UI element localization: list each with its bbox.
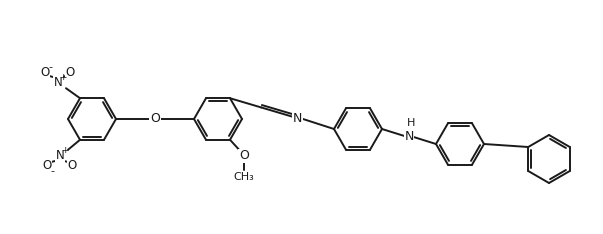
Text: O: O: [68, 159, 77, 172]
Text: H: H: [407, 118, 415, 128]
Text: N: N: [54, 76, 62, 89]
Text: CH₃: CH₃: [233, 172, 254, 182]
Text: O: O: [239, 149, 249, 162]
Text: -: -: [48, 62, 52, 72]
Text: O: O: [150, 113, 160, 125]
Text: O: O: [42, 159, 52, 172]
Text: +: +: [62, 146, 69, 155]
Text: N: N: [293, 112, 302, 125]
Text: O: O: [40, 66, 49, 79]
Text: +: +: [59, 73, 67, 82]
Text: O: O: [65, 66, 75, 79]
Text: -: -: [50, 166, 54, 176]
Text: N: N: [55, 149, 65, 162]
Text: N: N: [405, 130, 414, 143]
